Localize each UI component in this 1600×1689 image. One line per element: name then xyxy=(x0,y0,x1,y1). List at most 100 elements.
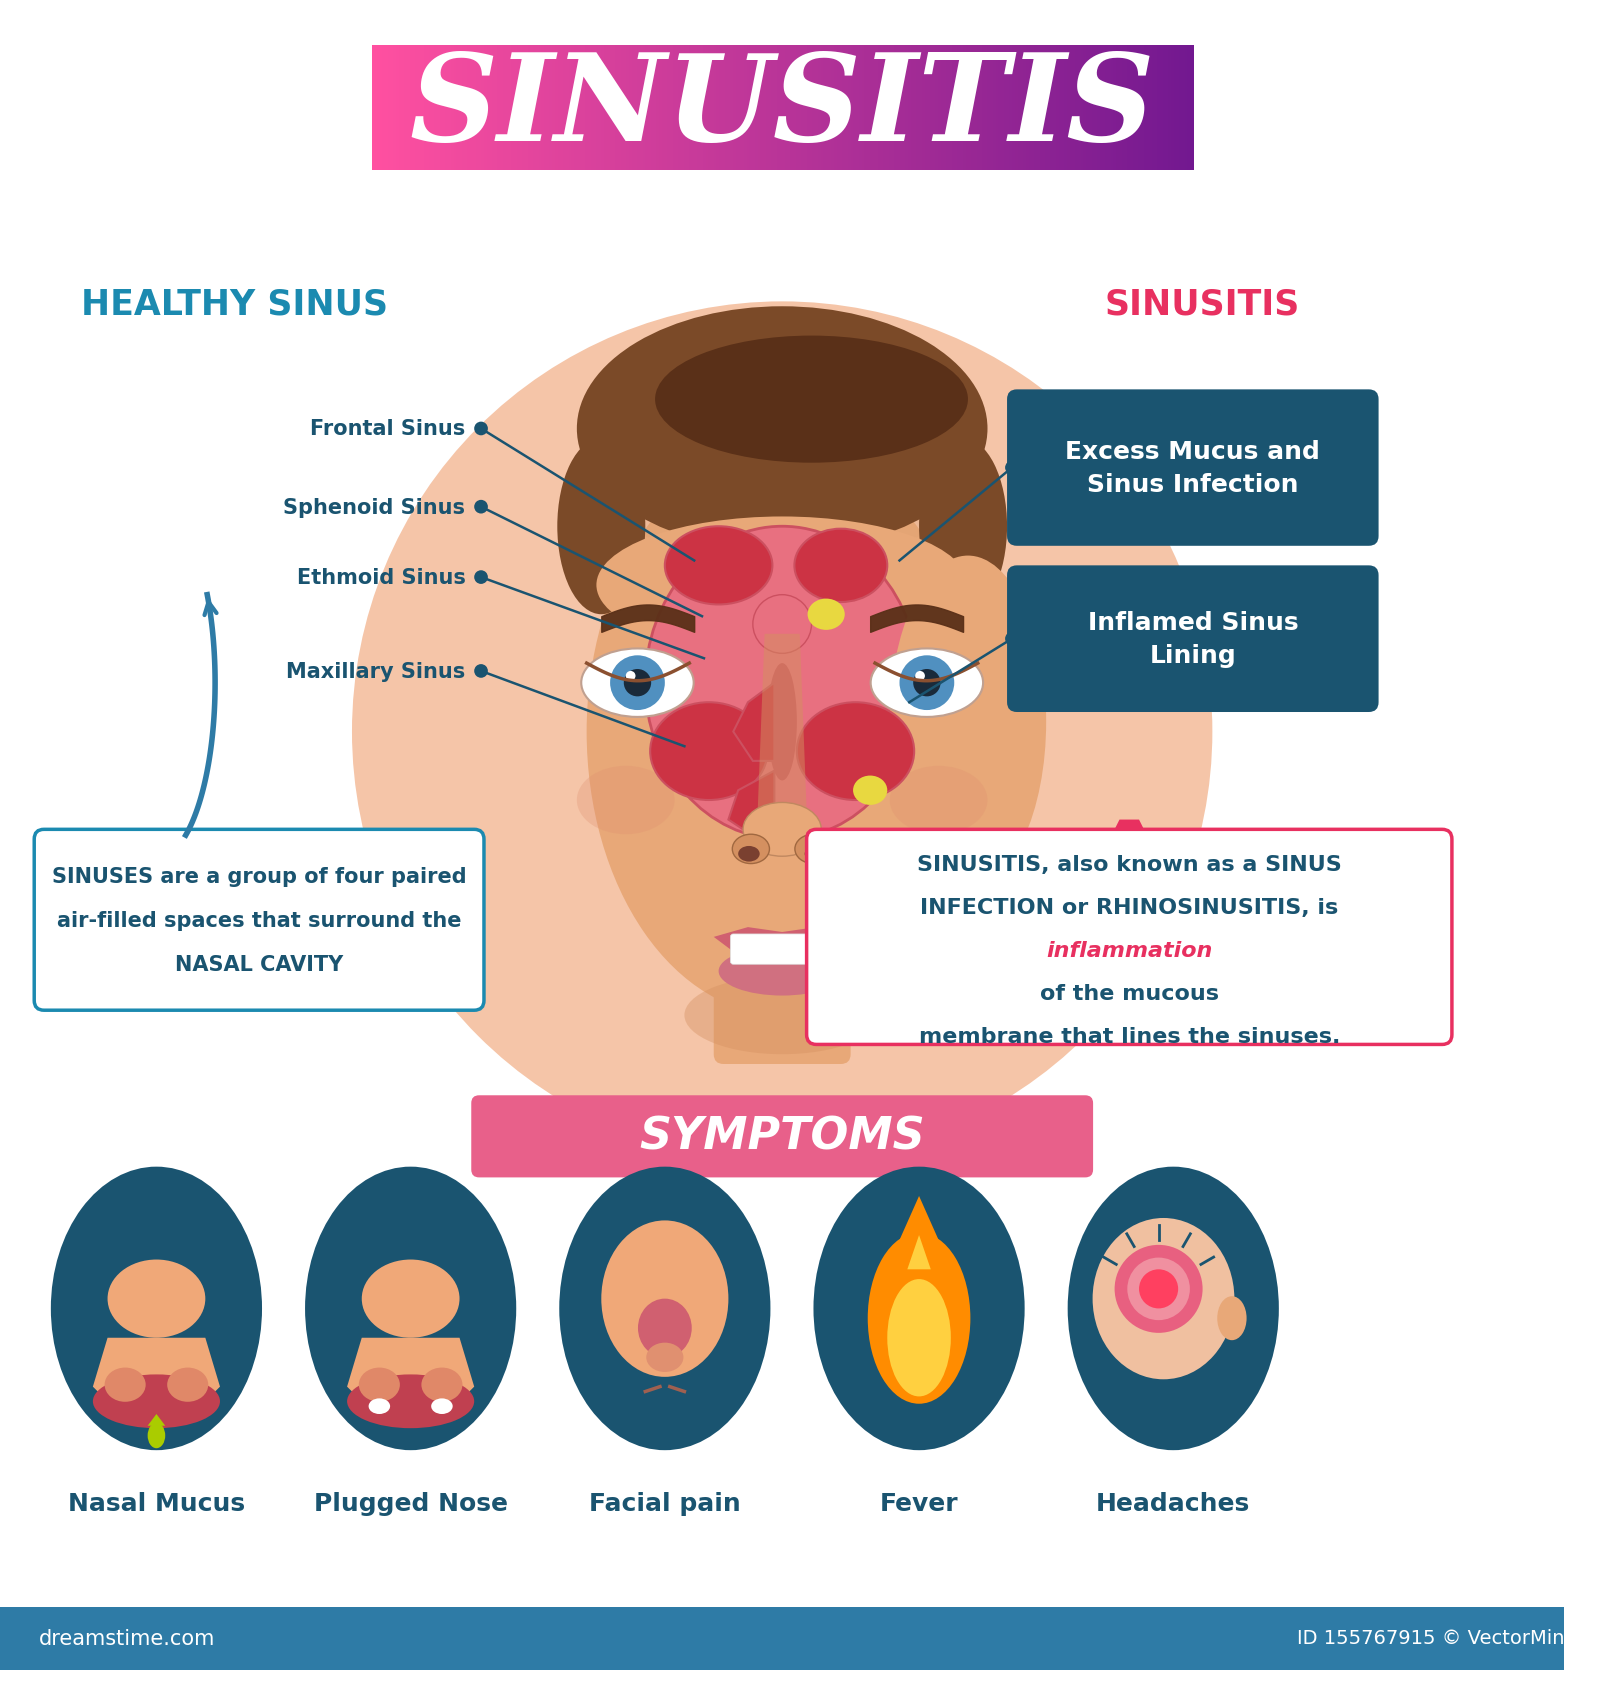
Bar xyxy=(890,46,893,171)
Ellipse shape xyxy=(742,802,821,856)
Bar xyxy=(662,46,666,171)
Circle shape xyxy=(899,655,954,711)
Ellipse shape xyxy=(306,1167,517,1451)
Bar xyxy=(736,46,739,171)
Ellipse shape xyxy=(685,976,880,1054)
Text: Fever: Fever xyxy=(880,1491,958,1515)
Bar xyxy=(1010,46,1013,171)
Bar xyxy=(594,46,597,171)
Bar xyxy=(894,46,898,171)
Bar xyxy=(1067,46,1070,171)
Bar xyxy=(728,46,731,171)
Bar xyxy=(653,46,658,171)
Bar xyxy=(834,46,838,171)
Text: dreamstime.com: dreamstime.com xyxy=(38,1628,216,1648)
Ellipse shape xyxy=(557,439,645,615)
Bar xyxy=(880,46,885,171)
Bar xyxy=(418,46,422,171)
Bar xyxy=(782,46,786,171)
Bar xyxy=(478,46,482,171)
Ellipse shape xyxy=(358,1368,400,1402)
Bar xyxy=(1099,46,1104,171)
Bar xyxy=(632,46,635,171)
Bar xyxy=(498,46,501,171)
Polygon shape xyxy=(733,684,774,762)
Bar xyxy=(1022,46,1027,171)
Bar xyxy=(621,46,624,171)
Bar xyxy=(837,46,840,171)
Bar xyxy=(618,46,622,171)
Bar xyxy=(1114,46,1117,171)
Bar xyxy=(1042,46,1046,171)
Bar xyxy=(443,46,446,171)
Text: of the mucous: of the mucous xyxy=(1040,983,1219,1003)
FancyBboxPatch shape xyxy=(714,966,851,1064)
Bar xyxy=(1003,46,1008,171)
Bar xyxy=(437,46,442,171)
Text: Maxillary Sinus: Maxillary Sinus xyxy=(286,662,466,682)
Bar xyxy=(517,46,520,171)
Bar xyxy=(947,46,950,171)
Text: Nasal Mucus: Nasal Mucus xyxy=(67,1491,245,1515)
Bar xyxy=(379,46,384,171)
Text: Plugged Nose: Plugged Nose xyxy=(314,1491,507,1515)
Bar xyxy=(1091,46,1096,171)
Bar xyxy=(936,46,939,171)
Bar xyxy=(787,46,792,171)
Ellipse shape xyxy=(166,1368,208,1402)
Bar xyxy=(670,46,674,171)
Ellipse shape xyxy=(597,517,968,654)
Bar xyxy=(1146,46,1150,171)
Text: Facial pain: Facial pain xyxy=(589,1491,741,1515)
Bar xyxy=(694,46,698,171)
Circle shape xyxy=(474,571,488,584)
Bar xyxy=(870,46,874,171)
Polygon shape xyxy=(907,1235,931,1270)
Bar xyxy=(843,46,846,171)
Bar xyxy=(1061,46,1066,171)
Bar xyxy=(955,46,958,171)
Polygon shape xyxy=(147,1414,165,1426)
FancyBboxPatch shape xyxy=(806,829,1451,1045)
Bar xyxy=(1184,46,1189,171)
Bar xyxy=(675,46,678,171)
Bar xyxy=(1018,46,1021,171)
Bar xyxy=(902,46,906,171)
Bar xyxy=(1070,46,1074,171)
Bar xyxy=(744,46,747,171)
Bar xyxy=(578,46,581,171)
Bar xyxy=(456,46,461,171)
Bar xyxy=(1118,46,1123,171)
Ellipse shape xyxy=(738,846,760,861)
Bar xyxy=(1002,46,1005,171)
Bar xyxy=(483,46,488,171)
Circle shape xyxy=(352,302,1213,1162)
Bar xyxy=(918,46,923,171)
Bar xyxy=(539,46,542,171)
Ellipse shape xyxy=(853,777,888,806)
Ellipse shape xyxy=(888,1279,950,1397)
Bar xyxy=(1075,46,1078,171)
Bar xyxy=(990,46,994,171)
Text: air-filled spaces that surround the: air-filled spaces that surround the xyxy=(58,910,461,931)
Circle shape xyxy=(915,672,925,681)
Ellipse shape xyxy=(578,767,675,834)
Bar xyxy=(686,46,690,171)
Bar xyxy=(413,46,416,171)
Bar xyxy=(541,46,546,171)
Bar xyxy=(440,46,443,171)
Polygon shape xyxy=(728,772,774,839)
Bar xyxy=(678,46,682,171)
Ellipse shape xyxy=(602,1221,728,1377)
Bar xyxy=(424,46,427,171)
Ellipse shape xyxy=(147,1422,165,1449)
Bar xyxy=(755,46,758,171)
Bar xyxy=(426,46,430,171)
Ellipse shape xyxy=(805,846,826,861)
Bar xyxy=(1122,46,1125,171)
Ellipse shape xyxy=(421,1368,462,1402)
Bar xyxy=(1176,46,1181,171)
Bar xyxy=(899,46,904,171)
Bar xyxy=(651,46,654,171)
Bar xyxy=(1048,46,1051,171)
